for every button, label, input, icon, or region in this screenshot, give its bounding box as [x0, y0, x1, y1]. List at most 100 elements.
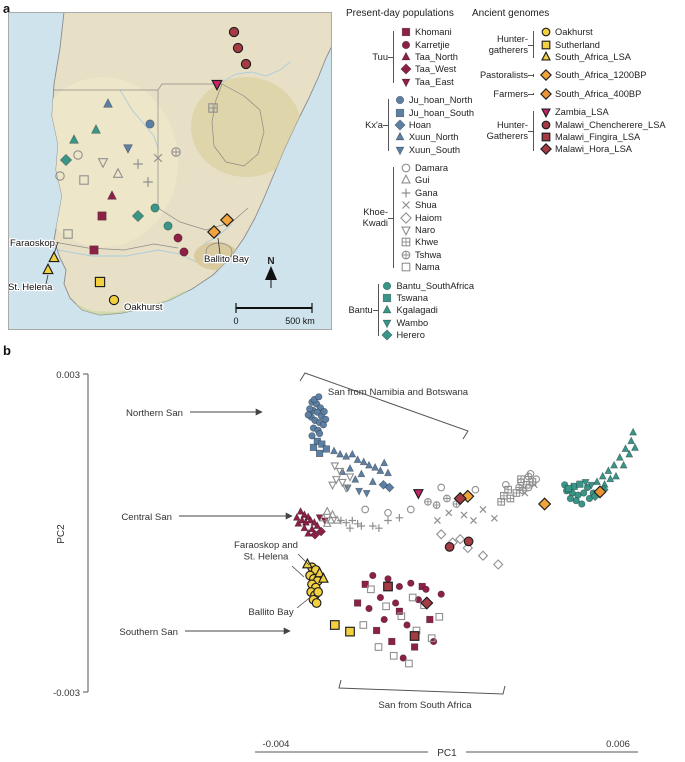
legend-item: Zambia_LSA — [540, 106, 666, 119]
legend-group-brace — [388, 162, 397, 274]
pca-point — [585, 494, 594, 503]
legend-group-name: Hunter-Gatherers — [486, 120, 528, 141]
map-site-labels: Faraoskop St. Helena Oakhurst Ballito Bay — [8, 237, 250, 315]
legend-item-label: Zambia_LSA — [555, 107, 609, 118]
square-icon — [383, 293, 392, 303]
pca-point — [345, 626, 355, 637]
legend-item-label: Ju_hoan_South — [408, 107, 474, 118]
legend-group-name: Bantu — [348, 305, 373, 316]
pca-point — [348, 449, 357, 458]
annotation-faraoskop-st-helena: Faraoskop and — [234, 540, 298, 551]
pca-point — [463, 536, 474, 547]
map-marker-triangle-up — [48, 250, 60, 263]
pca-point — [564, 485, 573, 493]
x-tick-max: 0.006 — [606, 739, 630, 750]
pca-point — [470, 517, 477, 524]
pca-point — [477, 550, 489, 561]
pca-point — [345, 473, 355, 482]
pca-point — [403, 621, 411, 629]
map-markers — [42, 26, 252, 306]
legend-present-day: Present-day populations Tuu Khomani Karret… — [346, 8, 474, 347]
pca-point — [411, 643, 419, 651]
pca-point — [353, 455, 362, 463]
pca-point — [388, 637, 396, 646]
legend-item-label: Xuun_North — [408, 132, 459, 143]
pca-point — [492, 559, 504, 570]
pca-point — [454, 533, 466, 545]
map-marker-triangle-up — [107, 190, 117, 200]
legend-item: Shua — [400, 199, 448, 211]
legend-item-label: Xuun_South — [408, 144, 461, 155]
circle-icon — [401, 40, 411, 49]
legend-item: Wambo — [381, 317, 474, 329]
legend-item-label: Herero — [396, 330, 425, 341]
pca-point — [342, 451, 351, 460]
pca-point — [407, 579, 415, 587]
legend-item: Malawi_Hora_LSA — [540, 143, 666, 156]
scale-distance-label: 500 km — [285, 316, 315, 326]
pca-point — [313, 521, 322, 529]
pca-point — [354, 599, 362, 607]
map-marker-triangle-down — [123, 144, 133, 154]
legend-item-label: Oakhurst — [555, 27, 593, 38]
pca-point — [357, 522, 366, 530]
pca-point — [346, 464, 354, 472]
pca-point — [320, 407, 328, 416]
pca-point — [578, 500, 586, 508]
pca-point — [374, 643, 383, 651]
legend-item-label: Malawi_Hora_LSA — [555, 144, 632, 155]
pca-point — [384, 516, 392, 525]
y-axis-label: PC2 — [56, 524, 67, 544]
pca-point — [319, 512, 328, 522]
pca-point — [392, 599, 400, 607]
legend-item-label: Karretjie — [415, 39, 450, 50]
pca-point — [314, 566, 326, 578]
pca-point — [399, 654, 407, 662]
map-marker-circle-open — [73, 150, 83, 160]
legend-item: Karretjie — [400, 38, 458, 50]
pca-point — [384, 468, 392, 477]
pca-point — [598, 471, 607, 480]
pca-point — [383, 581, 393, 592]
pca-point — [471, 485, 480, 494]
legend-group-hunter-gatherers: Hunter-Gatherers Zambia_LSA Malawi_Chenche… — [472, 106, 682, 156]
legend-ancient-title: Ancient genomes — [472, 8, 550, 19]
pca-point — [427, 634, 436, 643]
square-icon — [401, 28, 411, 37]
pca-point — [621, 444, 630, 452]
pca-point — [593, 485, 607, 499]
legend-group-bantu: Bantu Bantu_SouthAfrica Tswana Kgalagadi Wam… — [346, 279, 474, 341]
annotation-central-san: Central San — [121, 512, 172, 523]
pca-point — [627, 436, 636, 445]
pca-point — [375, 524, 383, 532]
triangle-down-icon — [541, 108, 551, 119]
pca-point — [629, 427, 638, 436]
legend-item-label: Tswana — [396, 293, 428, 303]
map-panel: Faraoskop St. Helena Oakhurst Ballito Bay N… — [8, 12, 332, 330]
circle-icon — [541, 27, 551, 37]
legend-item: Taa_North — [400, 51, 458, 63]
pca-point — [300, 523, 309, 532]
map-marker-circle — [145, 119, 155, 129]
legend-item-label: Damara — [415, 163, 449, 174]
pca-point — [479, 506, 487, 513]
legend-group-hunter-gatherers: Hunter-gatherers Oakhurst Sutherland South_… — [472, 26, 682, 63]
legend-item: Damara — [400, 162, 448, 174]
pca-point — [361, 505, 370, 514]
pca-point — [437, 590, 445, 598]
pca-point — [306, 515, 315, 524]
legend-item-label: Gui — [415, 175, 430, 186]
panel-b-label: b — [3, 343, 11, 358]
legend-item-label: Gana — [415, 187, 438, 198]
pca-point — [292, 513, 301, 521]
pca-point — [313, 587, 323, 597]
pca-point — [504, 485, 512, 494]
map-marker-circle — [173, 233, 183, 243]
pca-point — [298, 515, 307, 524]
legend-item-label: Shua — [415, 200, 437, 211]
pca-point — [443, 494, 451, 503]
pca-point — [322, 445, 330, 453]
annotation-northern-san: Northern San — [126, 408, 183, 419]
pca-point — [373, 626, 381, 635]
